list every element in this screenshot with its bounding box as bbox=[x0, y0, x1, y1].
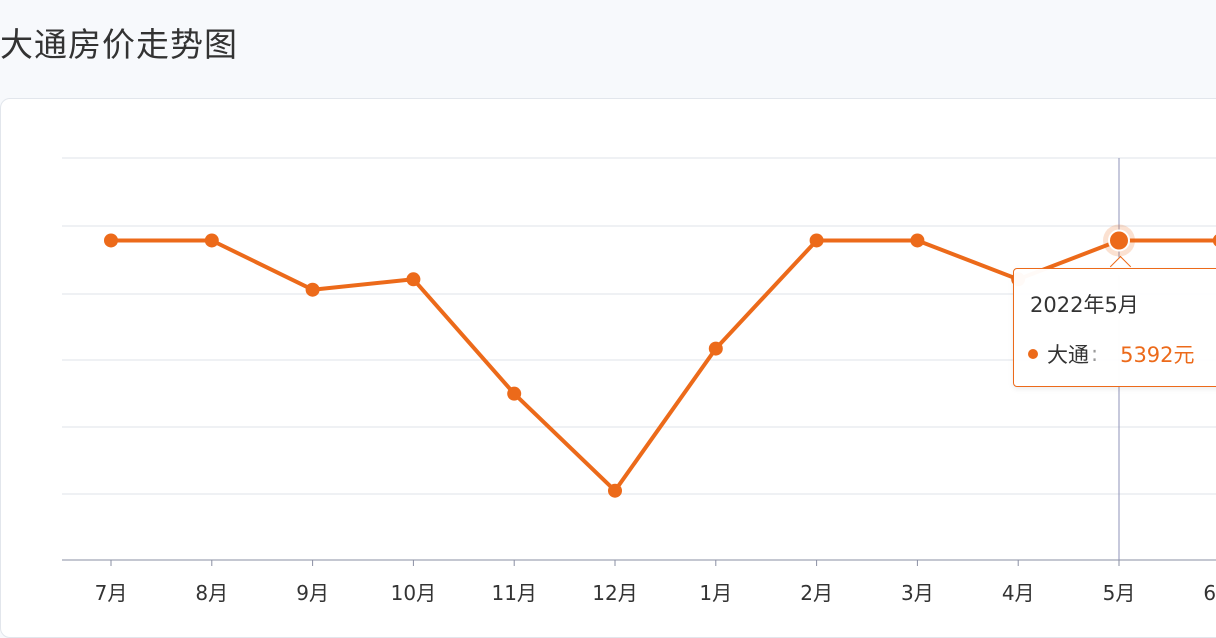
x-tick-label: 7月 bbox=[95, 581, 128, 605]
data-point bbox=[608, 483, 622, 498]
x-tick-label: 8月 bbox=[195, 581, 228, 605]
data-point bbox=[104, 233, 118, 248]
data-point bbox=[910, 233, 925, 248]
data-point bbox=[507, 386, 522, 401]
x-tick-label: 1月 bbox=[699, 581, 732, 605]
x-tick-labels: 7月 8月 9月 10月 11月 12月 1月 2月 3月 4月 5月 6月 bbox=[95, 581, 1216, 605]
tooltip-date: 2022年5月 bbox=[1030, 293, 1139, 317]
x-tick-label: 10月 bbox=[391, 581, 436, 605]
x-axis bbox=[62, 559, 1216, 566]
data-points bbox=[104, 224, 1216, 498]
data-point bbox=[204, 233, 219, 248]
data-point bbox=[809, 233, 824, 248]
data-point bbox=[1212, 234, 1216, 247]
tooltip-series-name: 大通 bbox=[1047, 343, 1089, 367]
data-point bbox=[708, 341, 723, 356]
tooltip-separator: : bbox=[1091, 342, 1099, 366]
data-point-highlighted bbox=[1108, 229, 1130, 252]
x-tick-label: 9月 bbox=[296, 581, 329, 605]
x-tick-label: 6月 bbox=[1203, 581, 1216, 605]
x-tick-label: 4月 bbox=[1002, 581, 1035, 605]
tooltip: 2022年5月 大通 : 5392元 bbox=[1013, 268, 1216, 387]
tooltip-row: 大通 : 5392元 bbox=[1028, 339, 1195, 369]
series-dot-icon bbox=[1028, 349, 1038, 359]
x-tick-label: 12月 bbox=[592, 581, 637, 605]
x-tick-label: 3月 bbox=[901, 581, 934, 605]
tooltip-value: 5392元 bbox=[1120, 343, 1195, 367]
data-point bbox=[406, 272, 421, 287]
data-point bbox=[305, 282, 320, 297]
x-tick-label: 5月 bbox=[1103, 581, 1136, 605]
page-title: 大通房价走势图 bbox=[0, 25, 238, 64]
x-tick-label: 2月 bbox=[800, 581, 833, 605]
line-chart: 7月 8月 9月 10月 11月 12月 1月 2月 3月 4月 5月 6月 bbox=[62, 157, 1216, 605]
x-tick-label: 11月 bbox=[491, 581, 536, 605]
